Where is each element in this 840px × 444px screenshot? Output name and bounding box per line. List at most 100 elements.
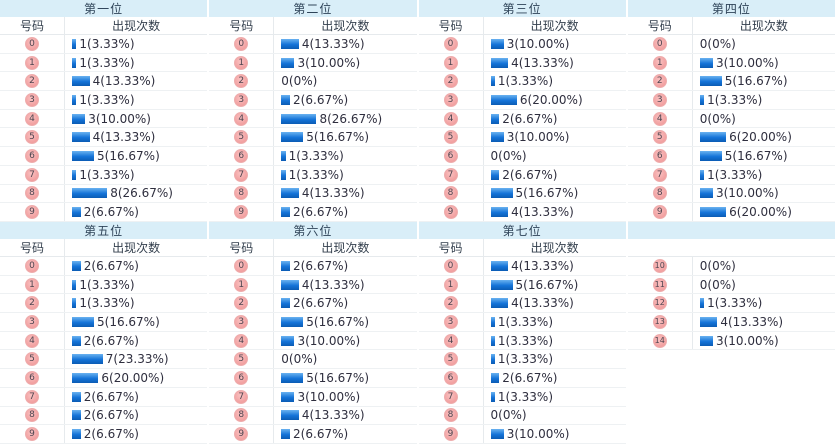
- number-badge: 0: [443, 258, 458, 273]
- number-badge: 8: [25, 408, 39, 423]
- number-badge: 6: [234, 148, 249, 163]
- count-cell: 3(10.00%): [693, 54, 835, 72]
- number-badge: 8: [234, 186, 249, 201]
- count-cell: 1(3.33%): [65, 35, 207, 53]
- count-label: 5(16.67%): [306, 314, 370, 329]
- count-label: 1(3.33%): [497, 333, 554, 348]
- frequency-bar: [281, 279, 299, 290]
- frequency-bar: [490, 38, 504, 49]
- count-cell: 8(26.67%): [65, 185, 207, 203]
- count-label: 1(3.33%): [288, 167, 344, 182]
- count-cell: 3(10.00%): [693, 185, 835, 203]
- count-cell: 2(6.67%): [274, 203, 416, 221]
- count-label: 3(10.00%): [506, 427, 570, 442]
- number-badge: 5: [443, 130, 458, 145]
- count-cell: 1(3.33%): [65, 294, 207, 312]
- number-badge: 9: [234, 427, 249, 442]
- frequency-bar: [699, 57, 713, 68]
- table-row: 1 3(10.00%): [209, 53, 417, 73]
- number-badge: 6: [443, 148, 458, 163]
- number-cell: 4: [0, 109, 65, 128]
- number-cell: 7: [419, 165, 484, 184]
- count-label: 3(10.00%): [715, 55, 779, 70]
- count-cell: 6(20.00%): [693, 203, 835, 221]
- frequency-bar: [72, 76, 90, 87]
- number-cell: 1: [209, 53, 275, 72]
- number-badge: 3: [25, 92, 39, 107]
- position-table: 第三位 号码 出现次数 0 3(10.00%) 1 4(13.33%) 2 1(3.33%) 3 6…: [418, 0, 626, 222]
- count-cell: 1(3.33%): [65, 91, 207, 109]
- frequency-bar: [72, 113, 86, 124]
- number-badge: 9: [443, 427, 458, 442]
- number-cell: 9: [628, 203, 693, 221]
- count-cell: 1(3.33%): [484, 388, 626, 406]
- frequency-bar: [490, 354, 495, 365]
- table-row: 0 3(10.00%): [418, 35, 626, 54]
- position-table: 第七位 号码 出现次数 0 4(13.33%) 1 5(16.67%) 2 4(13.33%) 3…: [418, 222, 626, 444]
- count-label: 4(13.33%): [511, 55, 574, 70]
- number-badge: 11: [652, 277, 667, 292]
- number-cell: 3: [209, 313, 275, 331]
- count-cell: 1(3.33%): [65, 166, 207, 184]
- position-title: 第六位: [209, 222, 417, 239]
- frequency-bar: [490, 207, 509, 218]
- count-cell: 3(10.00%): [274, 332, 416, 350]
- number-badge: 7: [25, 167, 39, 182]
- count-label: 5(16.67%): [724, 74, 788, 89]
- count-cell: 1(3.33%): [484, 332, 626, 350]
- count-label: 0(0%): [699, 258, 736, 273]
- number-badge: 4: [234, 333, 249, 348]
- count-cell: 2(6.67%): [65, 203, 207, 221]
- count-label: 1(3.33%): [79, 36, 135, 51]
- number-cell: 5: [419, 350, 484, 369]
- number-cell: 6: [0, 369, 65, 387]
- frequency-bar: [490, 391, 495, 402]
- count-label: 4(13.33%): [92, 130, 156, 145]
- count-label: 4(13.33%): [511, 205, 574, 220]
- count-label: 5(16.67%): [306, 130, 370, 145]
- number-cell: 5: [209, 128, 275, 147]
- table-row: 7 1(3.33%): [627, 165, 835, 185]
- count-label: 7(23.33%): [105, 352, 169, 367]
- count-cell: 1(3.33%): [274, 147, 416, 165]
- count-cell: 6(20.00%): [693, 128, 835, 146]
- number-cell: 9: [0, 203, 65, 221]
- frequency-bar: [490, 132, 504, 143]
- number-cell: 8: [209, 406, 275, 425]
- count-label: 2(6.67%): [502, 111, 558, 126]
- number-badge: 1: [234, 55, 249, 70]
- number-cell: 1: [419, 275, 484, 294]
- table-row: 4 3(10.00%): [209, 331, 417, 351]
- number-badge: 3: [234, 314, 249, 329]
- number-cell: 14: [628, 331, 693, 350]
- frequency-bar: [490, 57, 509, 68]
- table-row: 4 0(0%): [627, 109, 835, 129]
- number-cell: 7: [209, 387, 275, 406]
- column-header-row: 号码 出现次数: [627, 17, 835, 35]
- number-badge: 0: [234, 36, 249, 51]
- count-label: 1(3.33%): [707, 167, 763, 182]
- count-label: 3(10.00%): [715, 333, 779, 348]
- number-cell: 7: [0, 165, 65, 184]
- number-badge: 4: [652, 111, 667, 126]
- frequency-bar: [72, 38, 77, 49]
- number-cell: 2: [628, 72, 693, 91]
- number-cell: 8: [628, 184, 693, 203]
- frequency-bar: [72, 354, 103, 365]
- number-cell: 0: [0, 257, 65, 275]
- count-cell: 8(26.67%): [274, 110, 416, 128]
- position-title: 第三位: [418, 0, 626, 17]
- count-label: 2(6.67%): [293, 205, 349, 220]
- table-row: 8 4(13.33%): [209, 406, 417, 426]
- count-cell: 5(16.67%): [65, 313, 207, 331]
- number-badge: 5: [25, 352, 39, 367]
- count-cell: 2(6.67%): [484, 166, 626, 184]
- number-cell: 13: [628, 313, 693, 331]
- frequency-bar: [490, 298, 509, 309]
- count-label: 5(16.67%): [306, 370, 370, 385]
- count-cell: 2(6.67%): [484, 110, 626, 128]
- position-title: 第一位: [0, 0, 208, 17]
- table-row: 14 3(10.00%): [627, 331, 835, 351]
- frequency-bar: [490, 260, 509, 271]
- number-cell: 8: [419, 406, 484, 425]
